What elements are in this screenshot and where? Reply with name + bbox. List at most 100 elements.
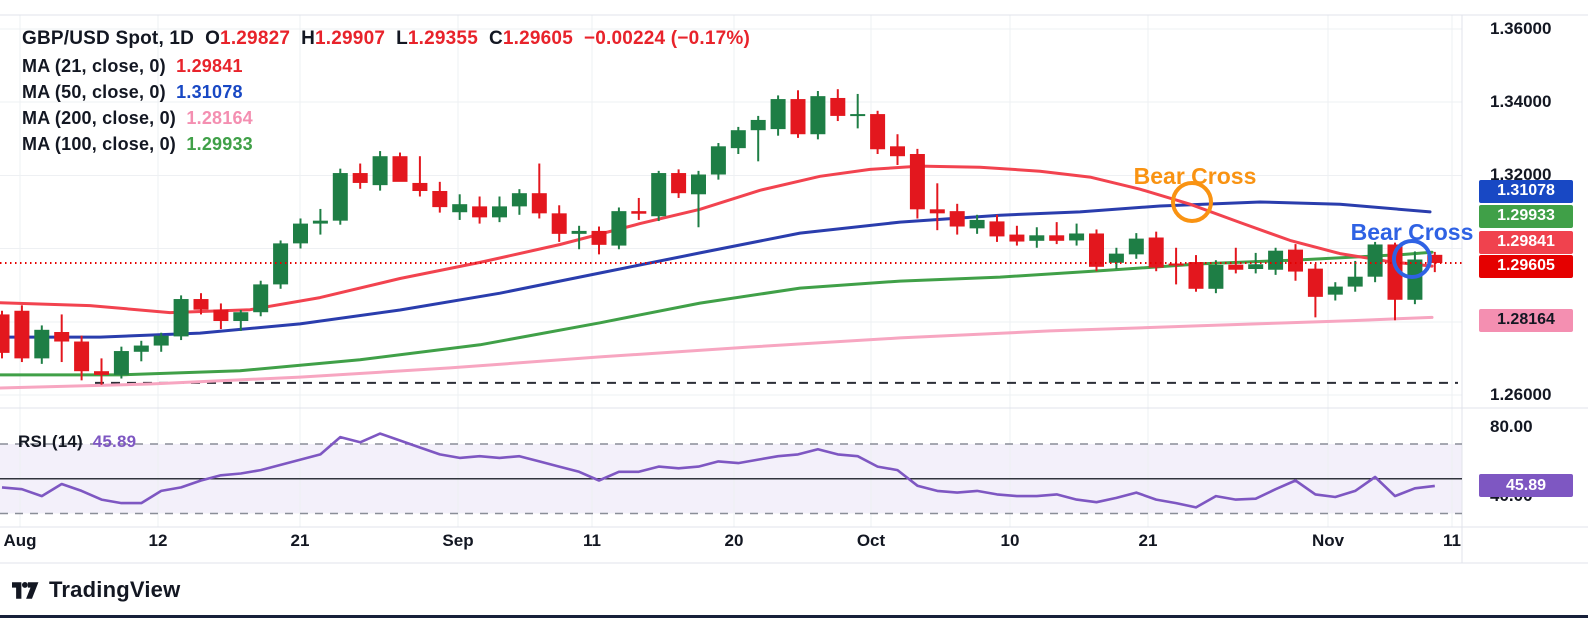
candle [372,151,388,191]
legend-segment: GBP/USD Spot, 1D [22,28,206,49]
candle [1307,263,1323,318]
time-axis-label: 11 [583,531,601,550]
last-price-badge: 1.29605 [1479,254,1573,278]
candle [949,203,965,235]
legend-segment: L [385,28,408,49]
candle [551,205,567,242]
bear-cross-ma100-circle[interactable] [1392,239,1432,279]
legend-segment: 1.31078 [165,82,243,102]
candle [710,143,726,180]
symbol-row[interactable]: GBP/USD Spot, 1D O1.29827 H1.29907 L1.29… [22,28,750,50]
candle [850,93,866,129]
ma200-badge: 1.28164 [1479,308,1573,332]
legend-segment: 1.29355 [407,28,478,49]
candle [332,168,348,225]
candle [432,181,448,213]
ma200-row[interactable]: MA (200, close, 0) 1.28164 [22,108,253,129]
candle [1427,251,1443,273]
pane-separators [0,14,1588,564]
candle [671,169,687,198]
legend-segment: 1.29933 [176,134,253,154]
candle [452,194,468,220]
candle [74,335,90,381]
candle [830,89,846,122]
legend-segment: O [205,28,221,49]
time-axis-label: Aug [3,531,37,550]
rsi-axis-label: 80.00 [1490,416,1533,436]
candle [392,152,408,182]
candle [1268,247,1284,275]
time-axis-label: 10 [1000,531,1020,550]
rsi-line[interactable] [1,432,1435,509]
candle [1029,227,1045,248]
time-axis-label: 20 [724,531,744,550]
candle [651,170,667,222]
ma21-line[interactable] [0,164,1434,315]
candle [890,134,905,165]
legend-segment: 1.29907 [315,28,386,49]
rsi-legend-row[interactable]: RSI (14) 45.89 [18,432,136,452]
candle [233,310,249,331]
tradingview-logo-icon[interactable] [12,577,39,604]
price-axis-label: 1.26000 [1490,385,1552,404]
candle [989,214,1005,242]
candle [1049,222,1065,245]
ma100-row[interactable]: MA (100, close, 0) 1.29933 [22,134,253,155]
candle [790,90,806,138]
candle [193,293,209,315]
candle [0,310,10,359]
bear-cross-ma100-label[interactable]: Bear Cross [1350,219,1474,245]
candle [472,196,488,224]
bear-cross-ma50-label[interactable]: Bear Cross [1133,163,1257,189]
rsi-pane [0,432,1462,515]
time-axis-label: 12 [148,531,168,550]
candle [571,225,587,250]
price-axis-label: 1.36000 [1490,18,1552,38]
footer: TradingView [12,574,180,606]
legend-segment: H [290,28,316,49]
candle [352,163,368,189]
ma50-badge: 1.31078 [1479,179,1573,203]
legend-segment: 45.89 [82,432,137,451]
candle [54,314,70,363]
candle [1108,247,1124,270]
ma200-line[interactable] [0,315,1434,390]
price-axis-label: 1.34000 [1490,92,1552,111]
candle [969,214,985,234]
ma21-row[interactable]: MA (21, close, 0) 1.29841 [22,56,243,77]
tradingview-logo-text[interactable]: TradingView [49,577,181,602]
candle [511,189,527,215]
candle [253,280,269,317]
candle [173,295,189,341]
candle [34,325,50,364]
bear-cross-ma50-circle[interactable] [1171,181,1213,223]
legend-segment: 1.29827 [220,28,291,49]
candle [730,126,746,155]
ma100-line[interactable] [0,250,1434,377]
candle [1009,225,1025,246]
legend-segment: C [477,28,503,49]
time-axis-label: 11 [1443,531,1461,550]
legend-segment: 1.29605 [502,28,573,49]
candle [1128,233,1144,259]
candle [492,196,507,223]
candle [1188,255,1204,292]
time-axis-label: Nov [1311,531,1345,550]
candle [750,115,766,162]
legend-segment: MA (50, close, 0) [22,82,166,102]
candle [1089,229,1104,272]
legend-segment: MA (200, close, 0) [22,108,176,128]
candle [113,346,129,379]
candle [870,110,886,155]
ma50-row[interactable]: MA (50, close, 0) 1.31078 [22,82,243,103]
candle [1069,223,1085,246]
candle [94,358,109,385]
candle [273,240,289,289]
bottom-border-bar [0,615,1588,618]
legend-segment: MA (100, close, 0) [22,134,176,154]
candle [14,305,30,363]
candle [133,340,149,362]
time-axis-label: 21 [1138,531,1158,550]
